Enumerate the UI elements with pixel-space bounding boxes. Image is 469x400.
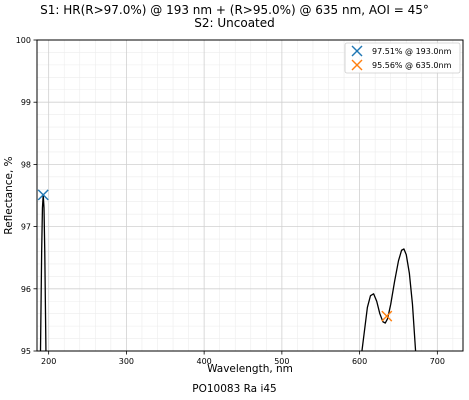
reflectance-curve [39, 194, 47, 352]
x-axis-label: Wavelength, nm [207, 363, 293, 375]
y-tick-label: 95 [21, 347, 31, 356]
marker-point [37, 189, 49, 201]
legend-marker [351, 59, 363, 71]
legend-box [344, 42, 461, 74]
x-tick-label: 600 [352, 357, 367, 366]
x-tick-label: 700 [430, 357, 445, 366]
reflectance-curve [361, 248, 417, 352]
x-tick-label: 300 [119, 357, 134, 366]
plot-frame [36, 39, 464, 352]
y-tick-label: 98 [21, 160, 31, 169]
data-markers [37, 189, 393, 322]
axis-ticks: 200 300 400 500 600 700 95 96 97 98 99 100 [16, 36, 445, 366]
legend-label: 97.51% @ 193.0nm [372, 47, 452, 56]
y-tick-label: 100 [16, 36, 31, 45]
x-tick-label: 500 [274, 357, 289, 366]
footer-caption: PO10083 Ra i45 [192, 383, 277, 395]
chart-grid [37, 39, 463, 352]
legend-label: 95.56% @ 635.0nm [372, 61, 452, 70]
y-axis-label: Reflectance, % [3, 156, 15, 234]
x-tick-label: 200 [41, 357, 56, 366]
chart-legend: 97.51% @ 193.0nm 95.56% @ 635.0nm [344, 42, 461, 74]
legend-marker [351, 45, 363, 57]
chart-title-line-2: S2: Uncoated [194, 16, 275, 30]
marker-point [381, 310, 393, 322]
chart-title-line-1: S1: HR(R>97.0%) @ 193 nm + (R>95.0%) @ 6… [40, 3, 429, 17]
x-tick-label: 400 [196, 357, 211, 366]
y-tick-label: 99 [21, 98, 31, 107]
y-tick-label: 97 [21, 223, 31, 232]
y-tick-label: 96 [21, 285, 31, 294]
